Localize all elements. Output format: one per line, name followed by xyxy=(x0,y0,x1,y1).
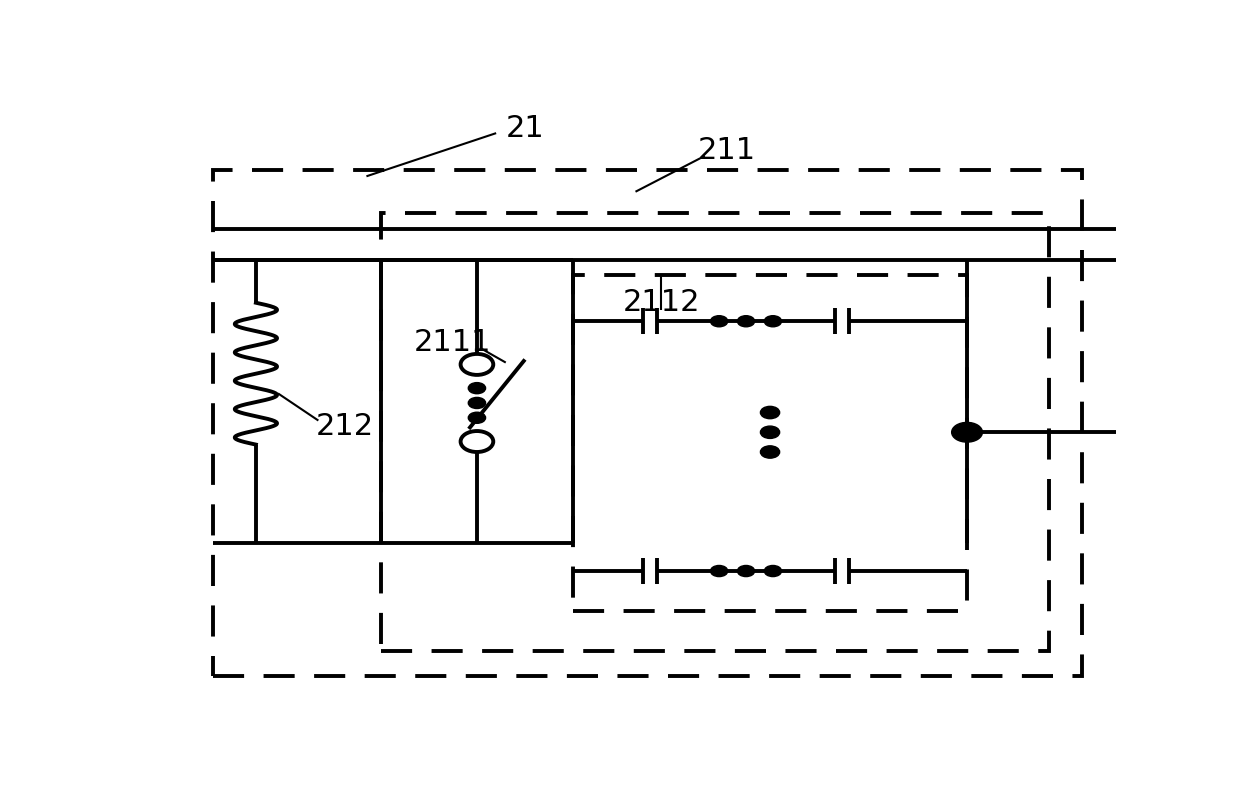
Circle shape xyxy=(469,397,486,409)
Text: 2112: 2112 xyxy=(622,288,701,317)
Text: 21: 21 xyxy=(506,114,544,143)
Text: 2111: 2111 xyxy=(414,328,491,357)
Circle shape xyxy=(711,566,728,577)
Circle shape xyxy=(760,426,780,438)
Circle shape xyxy=(469,413,486,423)
Text: 212: 212 xyxy=(316,412,374,441)
Circle shape xyxy=(760,446,780,458)
Circle shape xyxy=(764,566,781,577)
Bar xyxy=(381,213,1049,651)
Bar xyxy=(573,275,967,611)
Circle shape xyxy=(738,316,755,327)
Circle shape xyxy=(764,316,781,327)
Circle shape xyxy=(738,566,755,577)
Bar xyxy=(213,170,1083,676)
Circle shape xyxy=(951,422,982,442)
Circle shape xyxy=(469,383,486,394)
Text: 211: 211 xyxy=(698,136,756,165)
Circle shape xyxy=(760,406,780,419)
Circle shape xyxy=(711,316,728,327)
